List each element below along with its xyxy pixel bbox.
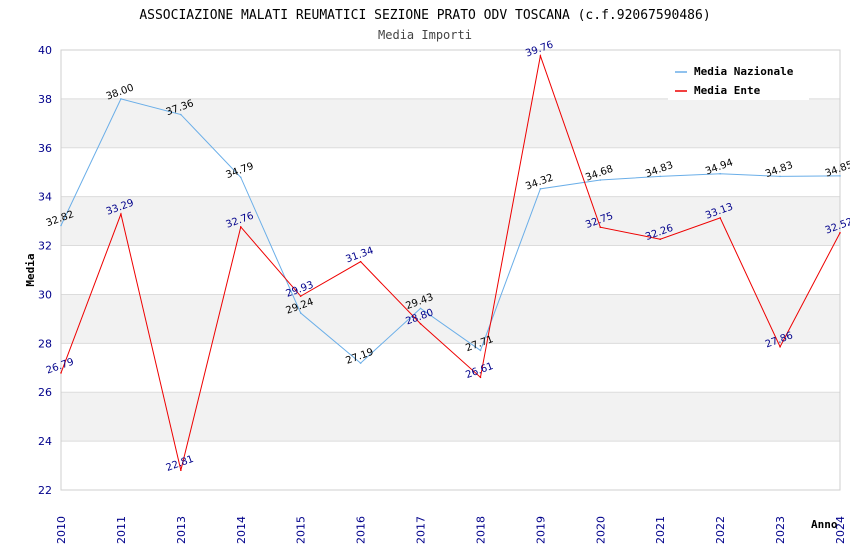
data-label: 34.79 bbox=[225, 161, 256, 181]
x-tick-label: 2010 bbox=[55, 516, 68, 544]
data-label: 34.68 bbox=[584, 164, 615, 184]
data-point bbox=[299, 295, 302, 297]
y-tick-label: 22 bbox=[38, 484, 52, 497]
data-point bbox=[479, 349, 482, 352]
series-lines bbox=[60, 53, 841, 472]
y-tick-label: 32 bbox=[38, 240, 52, 253]
y-tick-label: 34 bbox=[38, 191, 52, 204]
data-point bbox=[719, 172, 721, 175]
plot-band bbox=[61, 98, 840, 148]
x-tick-label: 2019 bbox=[534, 516, 547, 544]
x-tick-label: 2015 bbox=[295, 516, 308, 544]
data-point bbox=[659, 238, 662, 240]
data-point bbox=[599, 226, 602, 229]
grid-lines bbox=[61, 49, 840, 491]
data-point bbox=[239, 226, 242, 228]
data-label: 34.85 bbox=[824, 159, 850, 179]
x-axis-label: Anno bbox=[811, 518, 838, 531]
x-tick-label: 2023 bbox=[774, 516, 787, 544]
data-point bbox=[779, 345, 781, 348]
chart-subtitle: Media Importi bbox=[378, 28, 472, 42]
data-point bbox=[180, 469, 182, 472]
data-point bbox=[359, 362, 362, 364]
data-label: 26.79 bbox=[45, 356, 76, 376]
x-tick-label: 2017 bbox=[415, 516, 428, 544]
data-point bbox=[120, 213, 122, 215]
plot-band bbox=[61, 294, 840, 344]
data-point bbox=[239, 176, 242, 179]
y-tick-label: 30 bbox=[38, 288, 52, 301]
y-tick-label: 36 bbox=[38, 142, 52, 155]
data-point bbox=[839, 175, 841, 177]
data-point bbox=[719, 217, 721, 219]
y-tick-label: 28 bbox=[38, 337, 52, 350]
data-point bbox=[60, 224, 62, 227]
data-label: 34.83 bbox=[764, 160, 795, 180]
series-line bbox=[60, 98, 841, 364]
data-point bbox=[120, 98, 122, 100]
data-point bbox=[839, 232, 841, 234]
legend-box bbox=[668, 60, 809, 100]
x-tick-label: 2011 bbox=[115, 516, 128, 544]
x-tick-label: 2013 bbox=[175, 516, 188, 544]
x-tick-label: 2021 bbox=[654, 516, 667, 544]
data-point bbox=[419, 322, 422, 325]
data-point bbox=[359, 260, 362, 263]
data-point bbox=[60, 372, 62, 374]
data-label: 22.81 bbox=[165, 454, 196, 474]
x-tick-label: 2014 bbox=[235, 516, 248, 544]
data-point bbox=[419, 307, 422, 310]
y-axis-ticks: 22 24 26 28 30 32 34 36 38 40 bbox=[38, 44, 52, 497]
data-point bbox=[779, 175, 781, 178]
y-tick-label: 26 bbox=[38, 386, 52, 399]
plot-area-border bbox=[60, 49, 841, 491]
y-tick-label: 38 bbox=[38, 93, 52, 106]
data-point bbox=[599, 179, 602, 181]
data-point bbox=[180, 113, 182, 116]
data-label: 39.76 bbox=[524, 39, 555, 59]
data-label: 34.83 bbox=[644, 160, 675, 180]
data-label: 27.19 bbox=[344, 347, 375, 367]
x-tick-label: 2016 bbox=[355, 516, 368, 544]
x-tick-label: 2022 bbox=[714, 516, 727, 544]
x-tick-label: 2024 bbox=[834, 516, 847, 544]
data-point bbox=[479, 376, 482, 379]
series-line bbox=[60, 53, 841, 471]
x-tick-label: 2020 bbox=[594, 516, 607, 544]
chart-title: ASSOCIAZIONE MALATI REUMATICI SEZIONE PR… bbox=[139, 8, 710, 23]
data-point bbox=[539, 55, 542, 57]
plot-bands bbox=[61, 98, 840, 442]
data-label: 26.61 bbox=[464, 361, 495, 381]
data-point bbox=[539, 188, 542, 190]
plot-band bbox=[61, 392, 840, 442]
data-label: 34.32 bbox=[524, 172, 555, 192]
x-axis-ticks: 2010 2011 2013 2014 2015 2016 2017 2018 2019 2020… bbox=[55, 516, 847, 544]
legend-label-nazionale: Media Nazionale bbox=[694, 65, 794, 78]
legend-label-ente: Media Ente bbox=[694, 84, 761, 97]
y-axis-label: Media bbox=[24, 253, 37, 286]
y-tick-label: 24 bbox=[38, 435, 52, 448]
data-point bbox=[659, 175, 662, 178]
y-tick-label: 40 bbox=[38, 44, 52, 57]
x-tick-label: 2018 bbox=[474, 516, 487, 544]
legend: Media Nazionale Media Ente bbox=[668, 60, 809, 100]
data-point bbox=[299, 312, 302, 314]
